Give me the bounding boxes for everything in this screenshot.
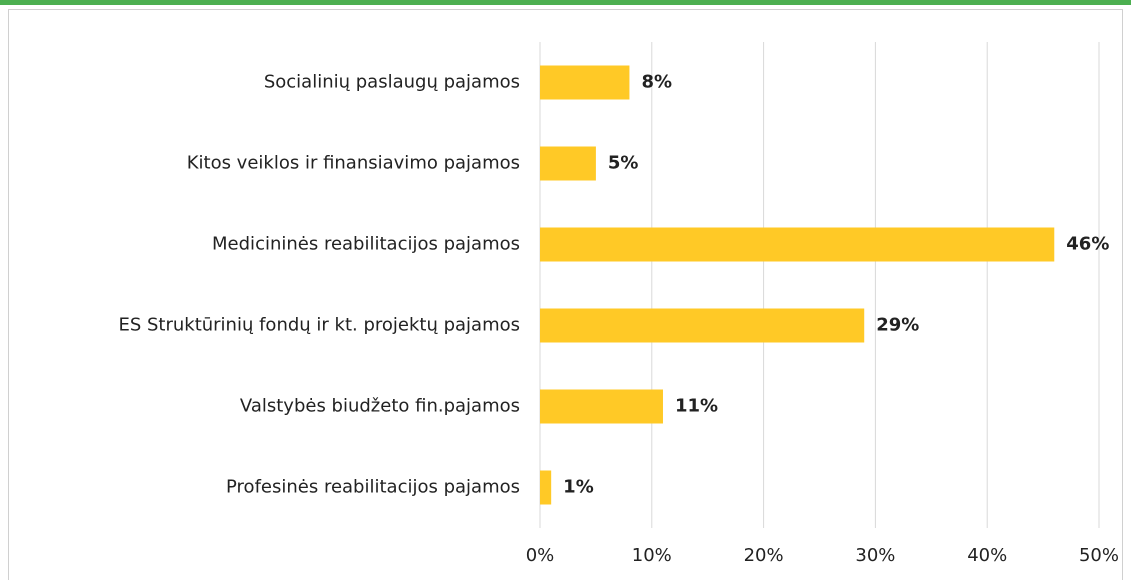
x-tick-label: 50% bbox=[1079, 545, 1119, 566]
bar bbox=[540, 65, 630, 100]
value-label: 5% bbox=[608, 153, 639, 174]
frame bbox=[8, 9, 1123, 580]
x-tick-label: 30% bbox=[855, 545, 895, 566]
category-label: Socialinių paslaugų pajamos bbox=[264, 72, 520, 93]
x-tick-label: 0% bbox=[526, 545, 555, 566]
bar bbox=[540, 146, 596, 181]
top-bar bbox=[0, 0, 1131, 5]
x-tick-label: 20% bbox=[744, 545, 784, 566]
x-tick-label: 40% bbox=[967, 545, 1007, 566]
value-label: 11% bbox=[675, 396, 718, 417]
bar bbox=[540, 389, 663, 424]
bar bbox=[540, 308, 865, 343]
category-label: Profesinės reabilitacijos pajamos bbox=[226, 477, 520, 498]
x-tick-label: 10% bbox=[632, 545, 672, 566]
value-label: 1% bbox=[563, 477, 594, 498]
bar bbox=[540, 470, 552, 505]
category-label: Valstybės biudžeto fin.pajamos bbox=[240, 396, 520, 417]
category-label: ES Struktūrinių fondų ir kt. projektų pa… bbox=[118, 315, 520, 336]
bar bbox=[540, 227, 1055, 262]
value-label: 46% bbox=[1066, 234, 1109, 255]
category-label: Kitos veiklos ir finansiavimo pajamos bbox=[187, 153, 520, 174]
value-label: 8% bbox=[641, 72, 672, 93]
value-label: 29% bbox=[876, 315, 919, 336]
category-label: Medicininės reabilitacijos pajamos bbox=[212, 234, 520, 255]
